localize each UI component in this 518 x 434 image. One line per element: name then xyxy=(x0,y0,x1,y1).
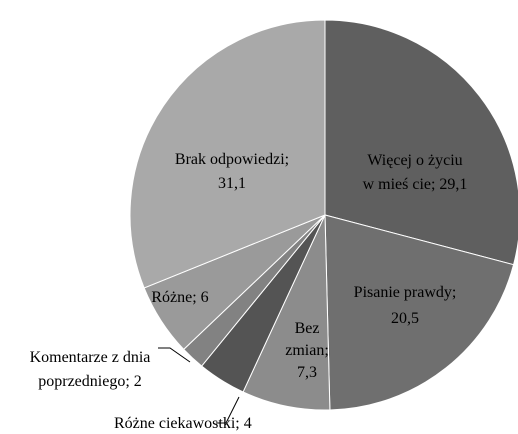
slice-label-line: poprzedniego; 2 xyxy=(38,373,142,390)
slice-label-1: Więcej o życiu w mieś cie; 29,1 xyxy=(363,152,468,193)
slice-label-line: zmian; xyxy=(285,342,329,359)
slice-label-line: Różne; 6 xyxy=(151,289,208,306)
leader-line-4 xyxy=(216,396,240,424)
slice-label-2: Pisanie prawdy; 20,5 xyxy=(354,284,457,327)
slice-label-4: Różne ciekawostki; 4 xyxy=(114,415,252,432)
slice-label-7: Brak odpowiedzi; 31,1 xyxy=(175,151,289,192)
pie-slice-1 xyxy=(324,19,518,266)
slice-label-5: Komentarze z dnia poprzedniego; 2 xyxy=(30,349,151,390)
slice-label-6: Różne; 6 xyxy=(151,289,208,306)
slice-label-line: Bez xyxy=(295,320,320,337)
pie-slices xyxy=(129,19,518,411)
leader-lines xyxy=(158,347,240,424)
slice-labels: Więcej o życiu w mieś cie; 29,1 Pisanie pr… xyxy=(30,151,468,432)
slice-label-line: 31,1 xyxy=(218,175,246,192)
pie-slice-2 xyxy=(324,214,515,411)
slice-label-line: Pisanie prawdy; xyxy=(354,284,457,301)
pie-slice-7 xyxy=(129,19,326,289)
slice-label-line: 7,3 xyxy=(297,364,317,381)
slice-label-line: Komentarze z dnia xyxy=(30,349,151,366)
slice-label-line: Różne ciekawostki; 4 xyxy=(114,415,252,432)
slice-label-line: 20,5 xyxy=(391,310,419,327)
slice-label-line: Brak odpowiedzi; xyxy=(175,151,289,168)
slice-label-line: w mieś cie; 29,1 xyxy=(363,176,468,193)
slice-label-line: Więcej o życiu xyxy=(367,152,462,169)
leader-line-5 xyxy=(158,347,191,363)
slice-label-3: Bez zmian; 7,3 xyxy=(285,320,329,381)
